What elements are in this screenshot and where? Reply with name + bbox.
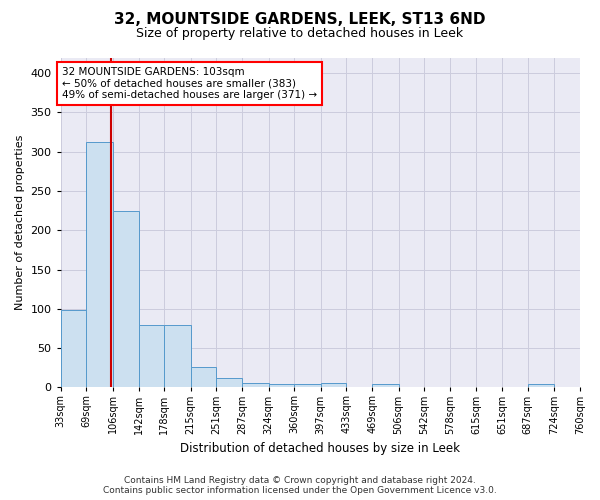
Text: Contains HM Land Registry data © Crown copyright and database right 2024.
Contai: Contains HM Land Registry data © Crown c… [103, 476, 497, 495]
X-axis label: Distribution of detached houses by size in Leek: Distribution of detached houses by size … [181, 442, 460, 455]
Bar [294, 384, 321, 388]
Text: 32 MOUNTSIDE GARDENS: 103sqm
← 50% of detached houses are smaller (383)
49% of s: 32 MOUNTSIDE GARDENS: 103sqm ← 50% of de… [62, 67, 317, 100]
Bar [321, 382, 346, 388]
Bar [528, 384, 554, 388]
Y-axis label: Number of detached properties: Number of detached properties [15, 134, 25, 310]
Bar [217, 378, 242, 388]
Bar [139, 324, 164, 388]
Bar [372, 384, 398, 388]
Bar [164, 324, 191, 388]
Text: 32, MOUNTSIDE GARDENS, LEEK, ST13 6ND: 32, MOUNTSIDE GARDENS, LEEK, ST13 6ND [114, 12, 486, 28]
Bar [269, 384, 294, 388]
Text: Size of property relative to detached houses in Leek: Size of property relative to detached ho… [136, 28, 464, 40]
Bar [113, 212, 139, 388]
Bar [61, 310, 86, 388]
Bar [242, 382, 269, 388]
Bar [86, 142, 113, 388]
Bar [191, 367, 217, 388]
